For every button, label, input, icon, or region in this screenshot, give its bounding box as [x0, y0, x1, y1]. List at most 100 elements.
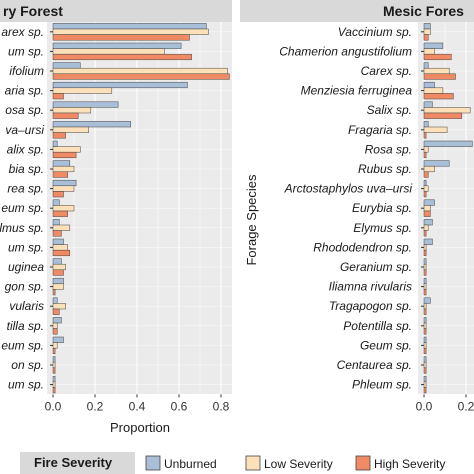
- bar-low-severity: [423, 244, 427, 251]
- bar-high-severity: [423, 93, 454, 100]
- bar-high-severity: [52, 171, 68, 178]
- species-label: ifolium: [9, 64, 44, 78]
- species-label: Rubus sp.: [358, 162, 412, 176]
- bar-low-severity: [52, 381, 56, 388]
- x-tick-label: 0.8: [213, 399, 230, 413]
- bar-high-severity: [52, 328, 58, 335]
- bar-unburned: [52, 238, 64, 245]
- bar-unburned: [423, 238, 433, 245]
- bar-high-severity: [423, 73, 456, 80]
- bar-unburned: [423, 219, 433, 226]
- bar-unburned: [52, 336, 64, 343]
- legend-label-high-severity: High Severity: [374, 457, 445, 471]
- bar-low-severity: [423, 107, 471, 114]
- bar-low-severity: [423, 224, 429, 231]
- bar-low-severity: [52, 263, 66, 271]
- bar-unburned: [52, 179, 77, 187]
- bar-low-severity: [52, 48, 165, 55]
- bar-high-severity: [423, 249, 427, 257]
- bar-unburned: [52, 258, 62, 265]
- bar-unburned: [423, 23, 431, 30]
- bar-unburned: [52, 297, 58, 304]
- bar-unburned: [52, 101, 119, 108]
- species-label: alix sp.: [7, 142, 44, 156]
- x-tick-label: 0.2: [458, 399, 474, 413]
- species-label: Rhododendron sp.: [313, 240, 412, 254]
- bar-low-severity: [52, 185, 75, 192]
- bar-low-severity: [52, 87, 113, 94]
- bar-high-severity: [423, 308, 427, 315]
- bar-high-severity: [52, 191, 64, 198]
- dry-forest-panel: ry Forest arex sp. um sp. ifolium aria sp. o…: [0, 0, 232, 435]
- bar-high-severity: [423, 132, 427, 139]
- bar-high-severity: [52, 112, 79, 119]
- bar-high-severity: [423, 269, 427, 276]
- x-tick-label: 0.0: [416, 399, 433, 413]
- bar-low-severity: [52, 107, 92, 114]
- bar-low-severity: [423, 87, 444, 94]
- bar-low-severity: [423, 381, 427, 388]
- species-label: uginea: [8, 260, 44, 274]
- mesic-forest-y-axis-title: Forage Species: [244, 174, 259, 266]
- bar-low-severity: [52, 283, 64, 290]
- bar-high-severity: [52, 93, 64, 100]
- legend-title: Fire Severity: [34, 455, 113, 470]
- mesic-forest-strip: [240, 0, 474, 22]
- species-label: Eurybia sp.: [352, 201, 412, 215]
- legend-label-low-severity: Low Severity: [264, 457, 333, 471]
- bar-high-severity: [423, 347, 427, 355]
- x-tick-label: 0.2: [87, 399, 104, 413]
- species-label: rea sp.: [7, 182, 44, 196]
- mesic-forest-species-labels: Vaccinium sp. Chamerion angustifolium Care…: [279, 25, 424, 392]
- species-label: lmus sp.: [0, 221, 44, 235]
- species-label: eum sp.: [1, 338, 44, 352]
- dry-forest-x-axis-title: Proportion: [110, 420, 170, 435]
- bar-unburned: [52, 219, 60, 226]
- bar-low-severity: [423, 146, 429, 153]
- bar-high-severity: [52, 269, 64, 276]
- bar-low-severity: [52, 361, 56, 369]
- bar-low-severity: [423, 48, 435, 55]
- bar-unburned: [52, 23, 207, 30]
- mesic-forest-x-ticks: 0.0 0.2: [416, 394, 474, 413]
- species-label: um sp.: [8, 378, 44, 392]
- bar-high-severity: [423, 328, 427, 335]
- bar-unburned: [52, 42, 182, 49]
- bar-high-severity: [52, 387, 56, 394]
- species-label: Salix sp.: [367, 103, 412, 117]
- bar-low-severity: [423, 283, 427, 290]
- dry-forest-bars: [52, 23, 230, 394]
- bar-low-severity: [423, 205, 431, 212]
- species-label: Carex sp.: [361, 64, 412, 78]
- bar-high-severity: [52, 289, 56, 296]
- bar-unburned: [423, 356, 427, 363]
- species-label: Menziesia ferruginea: [301, 84, 413, 98]
- bar-low-severity: [423, 185, 429, 192]
- species-label: Chamerion angustifolium: [279, 44, 412, 58]
- bar-unburned: [52, 199, 60, 206]
- bar-high-severity: [423, 34, 429, 41]
- bar-unburned: [423, 317, 427, 324]
- bar-unburned: [423, 277, 427, 285]
- species-label: Tragapogon sp.: [329, 299, 412, 313]
- bar-low-severity: [423, 361, 427, 369]
- mesic-forest-panel: Mesic Fores Vaccinium sp. Chamerion angus…: [240, 0, 474, 413]
- species-label: on sp.: [11, 358, 44, 372]
- bar-high-severity: [52, 230, 62, 237]
- legend-title-box: [20, 452, 135, 474]
- bar-high-severity: [52, 210, 68, 217]
- bar-unburned: [423, 81, 435, 89]
- species-label: Phleum sp.: [352, 378, 412, 392]
- legend: Fire Severity Unburned Low Severity High S…: [0, 448, 474, 474]
- species-label: Centaurea sp.: [337, 358, 412, 372]
- bar-high-severity: [52, 34, 190, 41]
- bar-low-severity: [423, 342, 427, 349]
- species-label: Potentilla sp.: [343, 319, 412, 333]
- bar-unburned: [52, 160, 71, 167]
- bar-unburned: [423, 297, 431, 304]
- bar-unburned: [423, 42, 444, 49]
- bar-high-severity: [423, 53, 452, 61]
- bar-unburned: [423, 62, 429, 69]
- bar-low-severity: [52, 28, 209, 35]
- species-label: Geranium sp.: [340, 260, 412, 274]
